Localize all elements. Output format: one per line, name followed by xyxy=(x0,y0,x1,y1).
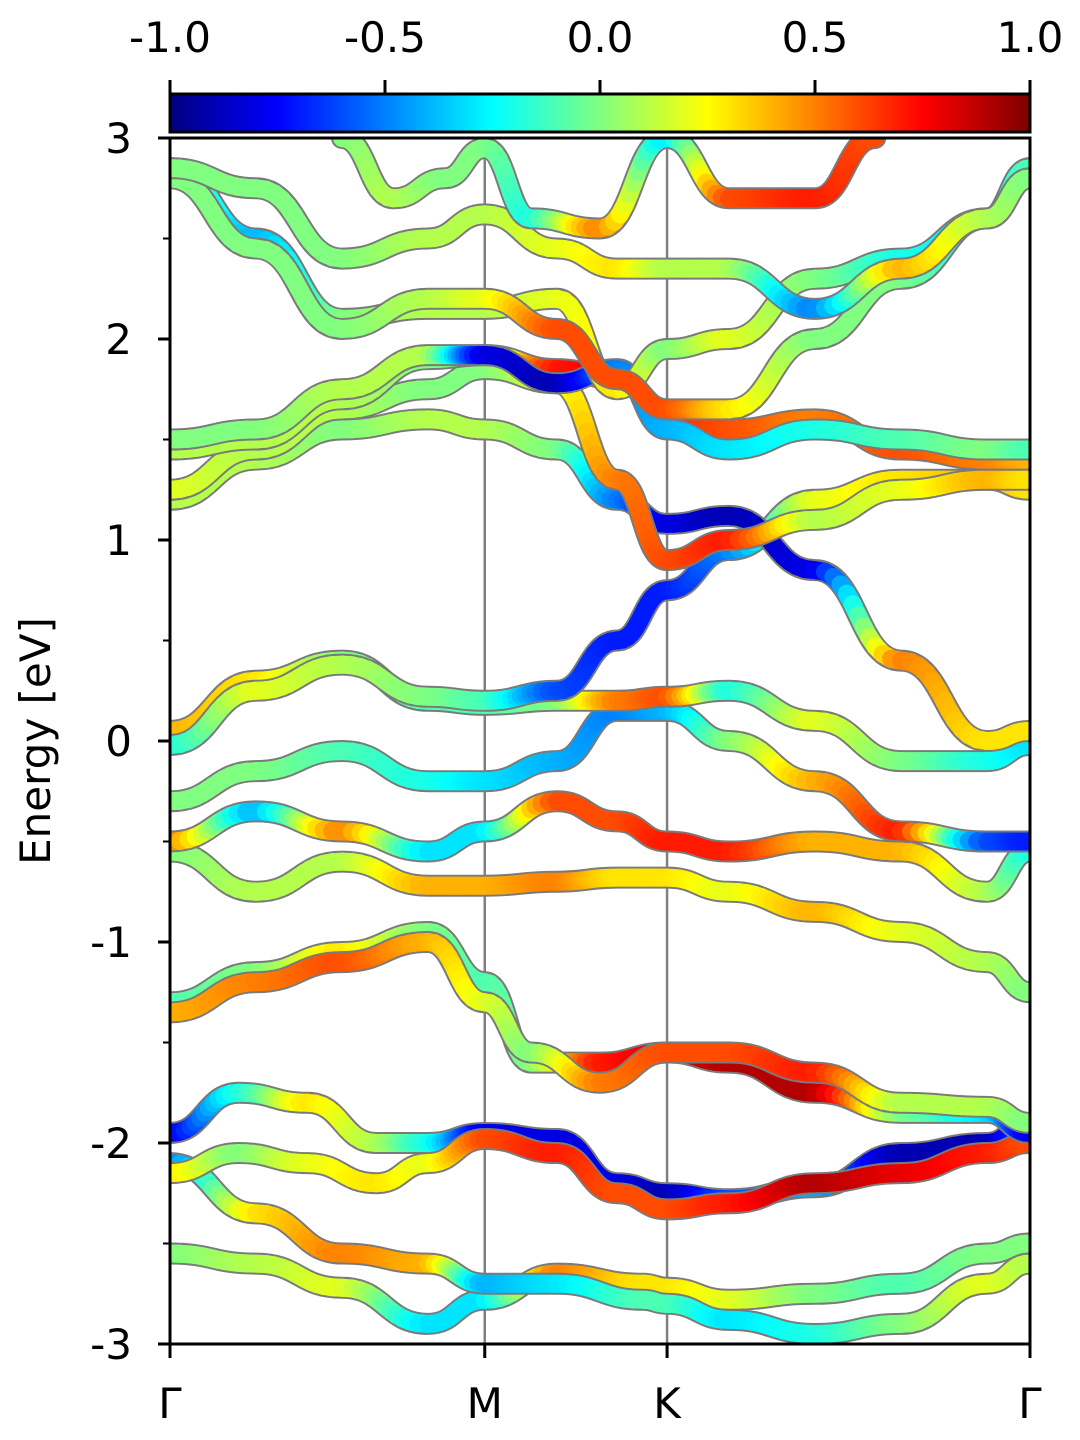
kpoint-label: M xyxy=(467,1379,503,1428)
y-tick-label: 0 xyxy=(105,717,132,766)
kpoint-label: Γ xyxy=(158,1379,182,1428)
band xyxy=(170,1127,1030,1221)
y-tick-label: 2 xyxy=(105,315,132,364)
band xyxy=(170,790,1030,903)
colorbar-ticks: -1.0 -0.5 0.0 0.5 1.0 xyxy=(129,13,1063,94)
band xyxy=(170,1232,1030,1335)
y-tick-label: -2 xyxy=(90,1119,132,1168)
y-axis-label: Energy [eV] xyxy=(11,617,60,865)
colorbar-tick-label: -1.0 xyxy=(129,13,211,62)
colorbar-gradient xyxy=(168,92,1032,134)
y-tick-label: 3 xyxy=(105,114,132,163)
kpoint-label: K xyxy=(653,1379,682,1428)
colorbar-tick-label: 1.0 xyxy=(997,13,1064,62)
y-tick-label: -3 xyxy=(90,1320,132,1369)
colorbar-tick-label: -0.5 xyxy=(344,13,426,62)
bands xyxy=(170,138,1030,1344)
y-tick-label: 1 xyxy=(105,516,132,565)
band xyxy=(331,138,887,240)
y-axis-ticks: 3 2 1 0 -1 -2 -3 xyxy=(90,114,170,1369)
band xyxy=(170,840,1030,1004)
colorbar: -1.0 -0.5 0.0 0.5 1.0 xyxy=(129,13,1063,134)
y-tick-label: -1 xyxy=(90,918,132,967)
band xyxy=(170,930,1030,1134)
band xyxy=(170,1152,1030,1344)
kpoint-label: Γ xyxy=(1018,1379,1042,1428)
colorbar-tick-label: 0.5 xyxy=(782,13,849,62)
colorbar-tick-label: 0.0 xyxy=(567,13,634,62)
band xyxy=(170,157,1030,320)
